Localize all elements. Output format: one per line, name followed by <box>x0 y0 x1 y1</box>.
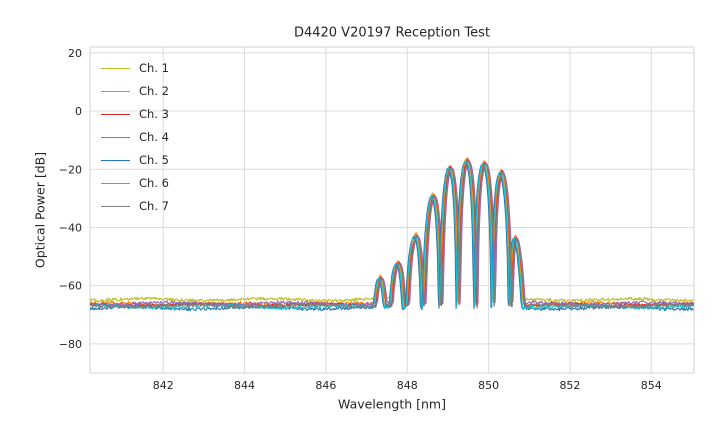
y-tick-label: −20 <box>59 163 82 176</box>
legend-line-swatch <box>101 137 130 138</box>
y-tick-label: −80 <box>59 338 82 351</box>
y-tick-label: 20 <box>68 47 82 60</box>
legend-label: Ch. 2 <box>139 84 169 98</box>
legend-item: Ch. 6 <box>101 175 169 192</box>
series-line-ch-7 <box>90 161 694 309</box>
x-tick-label: 844 <box>234 379 255 392</box>
legend-label: Ch. 1 <box>139 61 169 75</box>
x-axis-label: Wavelength [nm] <box>338 396 446 412</box>
x-tick-label: 850 <box>478 379 499 392</box>
legend-label: Ch. 7 <box>139 199 169 213</box>
y-tick-labels: 20 0 −20 −40 −60 −80 <box>59 47 82 351</box>
legend-item: Ch. 1 <box>101 60 169 77</box>
x-tick-label: 842 <box>153 379 174 392</box>
chart-title: D4420 V20197 Reception Test <box>293 25 491 41</box>
x-tick-label: 854 <box>641 379 662 392</box>
y-tick-label: −40 <box>59 221 82 234</box>
legend-item: Ch. 5 <box>101 152 169 169</box>
legend-line-swatch <box>101 114 130 115</box>
y-tick-label: −60 <box>59 280 82 293</box>
legend: Ch. 1 Ch. 2 Ch. 3 Ch. 4 Ch. 5 Ch. 6 Ch. … <box>101 60 169 215</box>
x-tick-label: 852 <box>559 379 580 392</box>
legend-item: Ch. 2 <box>101 83 169 100</box>
legend-label: Ch. 5 <box>139 153 169 167</box>
legend-label: Ch. 4 <box>139 130 169 144</box>
legend-line-swatch <box>101 160 130 161</box>
legend-line-swatch <box>101 183 130 184</box>
grid <box>90 47 694 373</box>
legend-line-swatch <box>101 68 130 69</box>
x-tick-labels: 842 844 846 848 850 852 854 <box>153 379 662 392</box>
plot-border <box>89 46 695 374</box>
legend-item: Ch. 4 <box>101 129 169 146</box>
legend-label: Ch. 3 <box>139 107 169 121</box>
series-line-ch-6 <box>90 160 694 310</box>
legend-label: Ch. 6 <box>139 176 169 190</box>
legend-item: Ch. 3 <box>101 106 169 123</box>
x-tick-label: 846 <box>315 379 336 392</box>
legend-line-swatch <box>101 206 130 207</box>
series-lines <box>90 157 694 312</box>
x-tick-label: 848 <box>397 379 418 392</box>
y-tick-label: 0 <box>75 105 82 118</box>
legend-line-swatch <box>101 91 130 92</box>
legend-item: Ch. 7 <box>101 198 169 215</box>
